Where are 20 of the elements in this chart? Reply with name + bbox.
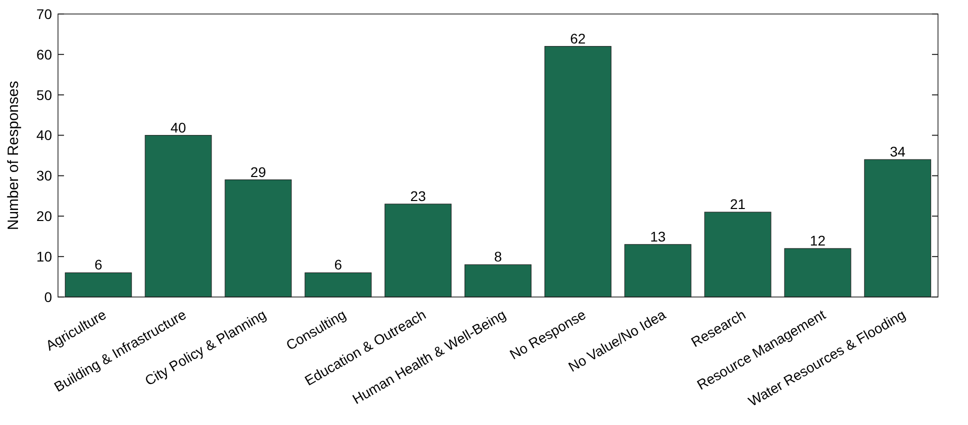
y-tick-label: 50: [36, 86, 52, 103]
data-label: 34: [890, 144, 906, 160]
y-tick-label: 40: [36, 127, 52, 144]
data-label: 21: [730, 196, 746, 212]
y-tick-label: 20: [36, 208, 52, 224]
y-tick-label: 10: [36, 248, 52, 264]
y-tick-label: 0: [44, 288, 52, 305]
data-label: 6: [334, 256, 342, 273]
data-label: 6: [94, 256, 102, 273]
data-label: 40: [170, 119, 186, 136]
y-tick-label: 60: [36, 46, 52, 62]
data-label: 8: [494, 248, 502, 265]
data-label: 29: [250, 164, 266, 180]
data-label: 62: [570, 30, 586, 46]
y-axis-title: Number of Responses: [5, 80, 22, 230]
data-label: 12: [810, 232, 826, 248]
y-tick-label: 70: [36, 6, 52, 22]
data-label: 13: [650, 228, 666, 244]
data-label: 23: [410, 188, 426, 204]
y-tick-label: 30: [36, 168, 52, 184]
